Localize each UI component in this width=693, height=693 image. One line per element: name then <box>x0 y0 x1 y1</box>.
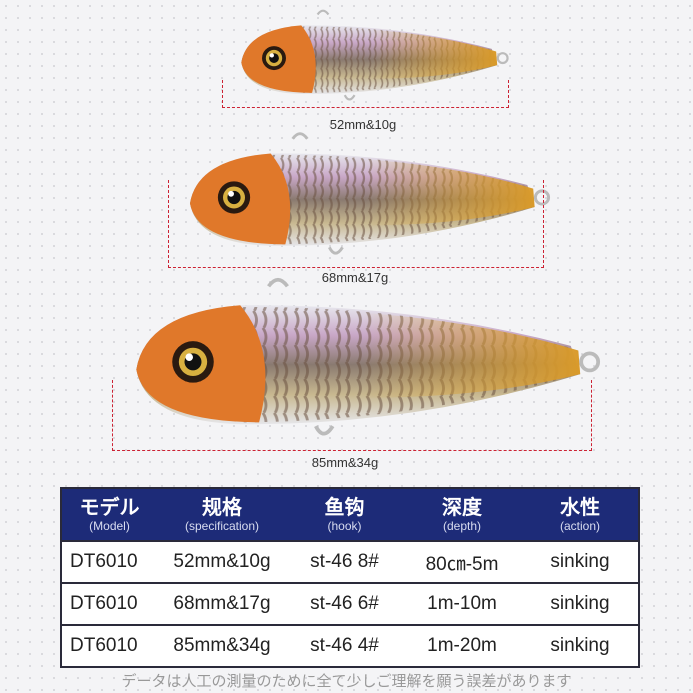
cell-action: sinking <box>522 582 639 625</box>
cell-action: sinking <box>522 540 639 583</box>
cell-spec: 52mm&10g <box>157 540 287 583</box>
cell-hook: st-46 8# <box>287 540 402 583</box>
cell-model: DT6010 <box>61 624 157 667</box>
header-depth: 深度 (depth) <box>402 488 522 541</box>
header-hook: 鱼钩 (hook) <box>287 488 402 541</box>
cell-action: sinking <box>522 624 639 667</box>
header-model: モデル (Model) <box>61 488 157 541</box>
table-row: DT6010 52mm&10g st-46 8# 80㎝-5m sinking <box>61 540 639 583</box>
table-row: DT6010 85mm&34g st-46 4# 1m-20m sinking <box>61 624 639 667</box>
cell-depth: 80㎝-5m <box>402 540 522 583</box>
size-label-small: 52mm&10g <box>329 117 397 132</box>
table-row: DT6010 68mm&17g st-46 6# 1m-10m sinking <box>61 582 639 625</box>
dimension-line-large <box>112 380 592 451</box>
size-label-large: 85mm&34g <box>311 455 379 470</box>
footnote: データは人工の測量のために全て少しご理解を願う誤差があります <box>121 673 572 690</box>
cell-model: DT6010 <box>61 540 157 583</box>
spec-table: モデル (Model) 规格 (specification) 鱼钩 (hook) 深度… <box>60 487 640 668</box>
dimension-line-medium <box>168 180 544 268</box>
cell-depth: 1m-10m <box>402 582 522 625</box>
cell-hook: st-46 6# <box>287 582 402 625</box>
cell-model: DT6010 <box>61 582 157 625</box>
table-header-row: モデル (Model) 规格 (specification) 鱼钩 (hook) 深度… <box>61 488 639 541</box>
header-spec: 规格 (specification) <box>157 488 287 541</box>
cell-hook: st-46 4# <box>287 624 402 667</box>
cell-spec: 85mm&34g <box>157 624 287 667</box>
cell-depth: 1m-20m <box>402 624 522 667</box>
size-label-medium: 68mm&17g <box>321 270 389 285</box>
dimension-line-small <box>222 80 509 108</box>
cell-spec: 68mm&17g <box>157 582 287 625</box>
header-action: 水性 (action) <box>522 488 639 541</box>
